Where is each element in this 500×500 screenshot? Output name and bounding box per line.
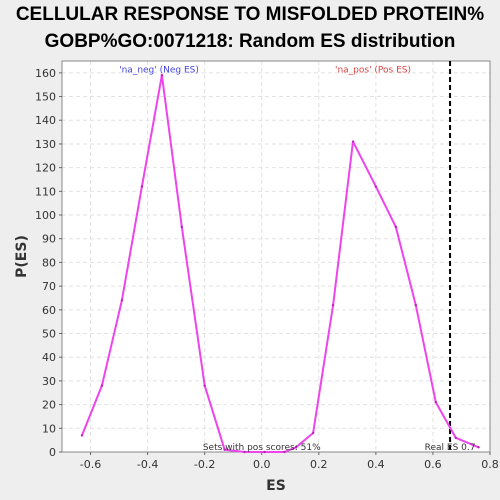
x-tick-label: -0.2 xyxy=(194,458,215,471)
y-tick-label: 70 xyxy=(42,280,56,293)
y-tick-label: 160 xyxy=(35,67,56,80)
y-tick-label: 40 xyxy=(42,351,56,364)
data-point xyxy=(331,303,335,307)
y-tick-label: 0 xyxy=(49,446,56,459)
data-point xyxy=(243,450,246,454)
x-tick-label: 0.8 xyxy=(481,458,499,471)
y-tick-label: 140 xyxy=(35,114,56,127)
data-point xyxy=(263,450,266,454)
data-point xyxy=(374,185,378,188)
data-point xyxy=(160,74,164,77)
data-point xyxy=(140,185,144,188)
y-tick-label: 30 xyxy=(42,375,56,388)
y-tick-label: 10 xyxy=(42,422,56,435)
x-tick-label: -0.6 xyxy=(80,458,101,471)
data-point xyxy=(100,384,104,387)
y-tick-label: 60 xyxy=(42,304,56,317)
plot-background xyxy=(62,61,490,452)
pos-scores-label: Sets with pos scores: 51% xyxy=(203,443,321,453)
data-point xyxy=(203,384,206,387)
data-point xyxy=(294,446,298,449)
x-axis-label: ES xyxy=(266,478,286,494)
y-tick-label: 20 xyxy=(42,399,56,412)
data-point xyxy=(454,436,457,439)
data-point xyxy=(120,299,124,302)
x-tick-label: 0.0 xyxy=(253,458,271,471)
y-tick-label: 120 xyxy=(35,162,56,175)
x-tick-label: 0.2 xyxy=(310,458,328,471)
chart-title-line2: GOBP%GO:0071218: Random ES distribution xyxy=(44,31,456,52)
data-point xyxy=(394,225,398,229)
data-point xyxy=(414,303,418,307)
data-point xyxy=(434,401,437,404)
data-point xyxy=(180,225,184,229)
pos-es-label: 'na_pos' (Pos ES) xyxy=(335,66,411,76)
real-es-label: Real ES 0.7 xyxy=(425,443,476,453)
y-tick-label: 150 xyxy=(35,91,56,104)
y-tick-label: 90 xyxy=(42,233,56,246)
data-point xyxy=(311,431,315,435)
x-tick-label: 0.4 xyxy=(367,458,385,471)
y-tick-label: 130 xyxy=(35,138,56,151)
neg-es-label: 'na_neg' (Neg ES) xyxy=(119,66,199,76)
y-axis-label: P(ES) xyxy=(14,235,30,278)
data-point xyxy=(283,450,286,454)
y-tick-label: 80 xyxy=(42,256,56,269)
x-tick-label: 0.6 xyxy=(424,458,442,471)
data-point xyxy=(223,448,226,451)
y-tick-label: 110 xyxy=(35,185,56,198)
y-tick-label: 50 xyxy=(42,328,56,341)
data-point xyxy=(477,446,480,449)
x-tick-label: -0.4 xyxy=(137,458,158,471)
data-point xyxy=(80,434,84,437)
y-tick-label: 100 xyxy=(35,209,56,222)
data-point xyxy=(351,140,355,143)
chart-title-line1: CELLULAR RESPONSE TO MISFOLDED PROTEIN% xyxy=(15,4,485,25)
